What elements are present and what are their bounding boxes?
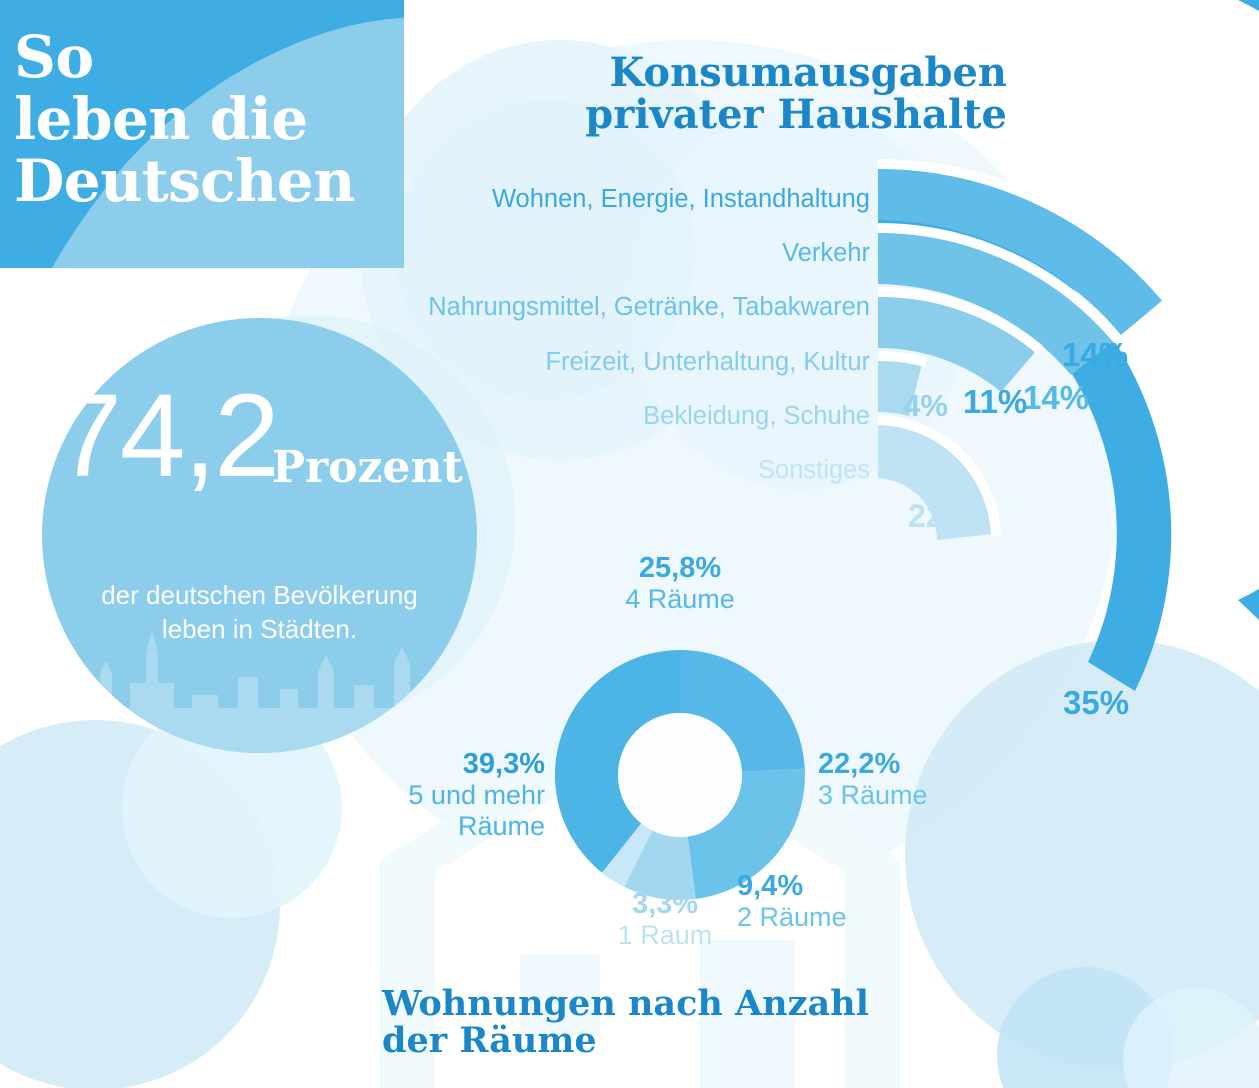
header-swoosh bbox=[52, 18, 404, 268]
header-panel-shape bbox=[0, 0, 404, 268]
donut-desc-5-und-mehr-line2: Räume bbox=[457, 811, 545, 841]
arc-bekleidung-4 bbox=[878, 358, 922, 416]
arc-verkehr-14 bbox=[878, 166, 1164, 335]
bubble-bottom-right-large bbox=[905, 640, 1259, 1070]
rooms-donut-chart bbox=[554, 650, 805, 900]
category-label-bekleidung: Bekleidung, Schuhe bbox=[643, 401, 870, 430]
page-title-line1: So bbox=[14, 23, 94, 91]
donut-pct-1-raum: 3,3% bbox=[631, 888, 699, 920]
page-title: So leben die Deutschen bbox=[14, 26, 400, 212]
urban-population-circle: 74,2Prozent der deutschen Bevölkerung le… bbox=[42, 318, 477, 753]
consumption-title-line1: Konsumausgaben bbox=[609, 49, 1007, 96]
category-label-freizeit: Freizeit, Unterhaltung, Kultur bbox=[545, 347, 870, 376]
urban-caption-line2: leben in Städten. bbox=[161, 614, 358, 644]
arc-freizeit-11 bbox=[878, 293, 1036, 392]
donut-center-hole bbox=[618, 713, 742, 837]
arc-value-freizeit-11: 11% bbox=[963, 383, 1028, 420]
arc-value-sonstiges-22: 22% bbox=[908, 498, 973, 534]
bubble-bottom-left-small bbox=[122, 698, 342, 918]
consumption-category-labels: Wohnen, Energie, Instandhaltung Verkehr … bbox=[300, 172, 870, 497]
donut-desc-5-und-mehr-line1: 5 und mehr bbox=[408, 780, 545, 810]
arc-value-verkehr-14: 14% bbox=[1062, 336, 1129, 373]
bubble-top-center bbox=[395, 100, 695, 400]
donut-pct-2-raeume: 9,4% bbox=[737, 870, 804, 902]
donut-slice-5-und-mehr bbox=[554, 650, 680, 873]
arc-nahrungsmittel-14 bbox=[878, 229, 1115, 375]
donut-desc-1-raum: 1 Raum bbox=[617, 920, 713, 950]
arc-sonstiges-22 bbox=[878, 422, 993, 540]
urban-population-caption: der deutschen Bevölkerung leben in Städt… bbox=[52, 578, 467, 646]
donut-pct-3-raeume: 22,2% bbox=[818, 748, 901, 780]
arc-value-wohnen-35: 35% bbox=[1063, 684, 1130, 721]
header-title-block: So leben die Deutschen bbox=[0, 0, 404, 268]
category-label-verkehr: Verkehr bbox=[782, 239, 870, 268]
donut-pct-5-und-mehr: 39,3% bbox=[462, 748, 545, 780]
bubble-bottom-right-tiny bbox=[1123, 988, 1259, 1088]
rooms-title-line1: Wohnungen nach Anzahl bbox=[382, 983, 869, 1024]
arc-value-nahrungsmittel-14: 14% bbox=[1023, 379, 1090, 416]
donut-label-1-raum: 3,3% 1 Raum bbox=[580, 888, 750, 951]
arc-bands-inner bbox=[878, 166, 1164, 540]
consumption-title-line2: privater Haushalte bbox=[585, 91, 1007, 139]
donut-slice-1-raum bbox=[602, 823, 653, 887]
donut-slice-3-raeume bbox=[687, 768, 805, 899]
donut-pct-4-raeume: 25,8% bbox=[638, 552, 722, 584]
donut-desc-2-raeume: 2 Räume bbox=[737, 902, 847, 932]
donut-slice-2-raeume bbox=[624, 830, 696, 900]
donut-label-3-raeume: 22,2% 3 Räume bbox=[818, 748, 1048, 811]
consumption-section-title: Konsumausgaben privater Haushalte bbox=[367, 49, 1007, 139]
rooms-title-line2: der Räume bbox=[382, 1020, 597, 1062]
category-label-sonstiges: Sonstiges bbox=[758, 456, 870, 485]
category-label-wohnen: Wohnen, Energie, Instandhaltung bbox=[491, 185, 870, 213]
urban-population-unit: Prozent bbox=[271, 442, 463, 493]
donut-label-2-raeume: 9,4% 2 Räume bbox=[737, 870, 937, 933]
arc-value-bekleidung-4: 4% bbox=[903, 388, 948, 423]
city-skyline-icon bbox=[42, 631, 477, 753]
page-title-line3: Deutschen bbox=[14, 147, 355, 215]
urban-population-number: 74,2Prozent bbox=[42, 377, 477, 495]
category-label-nahrungsmittel: Nahrungsmittel, Getränke, Tabakwaren bbox=[428, 293, 870, 322]
donut-slice-4-raeume bbox=[680, 650, 805, 772]
donut-label-4-raeume: 25,8% 4 Räume bbox=[560, 552, 800, 615]
rooms-section-title: Wohnungen nach Anzahl der Räume bbox=[382, 985, 1082, 1059]
page-title-line2: leben die bbox=[14, 85, 308, 153]
donut-desc-4-raeume: 4 Räume bbox=[625, 584, 735, 614]
urban-population-value: 74,2 bbox=[56, 370, 280, 502]
urban-caption-line1: der deutschen Bevölkerung bbox=[101, 580, 418, 610]
donut-label-5-und-mehr: 39,3% 5 und mehr Räume bbox=[325, 748, 545, 842]
donut-desc-3-raeume: 3 Räume bbox=[818, 780, 928, 810]
